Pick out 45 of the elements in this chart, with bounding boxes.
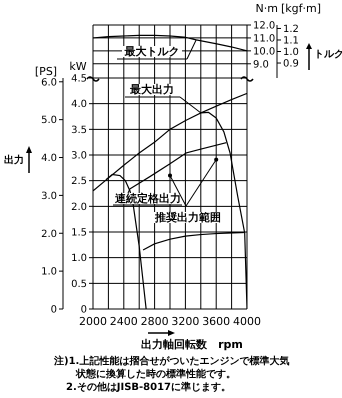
y2-axis-title: [kgf·m] — [281, 2, 322, 15]
y-tick-label: 11.0 — [253, 33, 276, 44]
y-tick-label: 1.0 — [71, 253, 87, 264]
legend-label: 最大トルク — [124, 45, 180, 58]
x-axis-title: 出力軸回転数 rpm — [141, 338, 243, 351]
y-tick-label: 3.5 — [71, 124, 87, 136]
text: 出力 — [4, 154, 24, 166]
y2-tick-label: 5.0 — [41, 115, 57, 126]
text: 状態に換算した時の標準性能です。 — [75, 368, 236, 380]
series-label: 連続定格出力 — [114, 192, 181, 205]
text: 最大出力 — [129, 83, 174, 96]
y2-tick-label: 1.1 — [283, 36, 299, 47]
y2-tick-label: 1.0 — [41, 266, 57, 278]
y2-tick-label: 4.0 — [41, 153, 57, 164]
y2-tick-label: 6.0 — [41, 77, 57, 88]
y-tick-label: 10.0 — [253, 46, 276, 58]
x-tick-label: 2400 — [110, 314, 138, 328]
text: 2.その他はJISB-8017に準じます。 — [66, 381, 232, 393]
y-tick-label: 3.0 — [71, 150, 87, 162]
y-axis-title: kW — [69, 60, 87, 73]
y2-tick-label: 3.0 — [41, 190, 57, 202]
y-tick-label: 9.0 — [253, 59, 269, 70]
text: 注)1.上記性能は摺合せがついたエンジンで標準大気 — [53, 355, 290, 367]
y-tick-label: 2.5 — [71, 176, 87, 188]
y2-tick-label: 0.9 — [283, 58, 299, 70]
y2-axis-title: [PS] — [34, 65, 58, 78]
y-axis-title: N·m — [256, 2, 278, 15]
text: トルク — [314, 49, 342, 60]
y-tick-label: 4.5 — [71, 74, 87, 85]
y-tick-label: 2.0 — [71, 202, 87, 213]
y2-tick-label: 1.2 — [283, 24, 299, 36]
x-tick-label: 2000 — [79, 314, 107, 328]
y-tick-label: 12.0 — [253, 20, 276, 32]
x-tick-label: 3600 — [202, 314, 230, 328]
y-tick-label: 0.5 — [71, 278, 87, 290]
x-tick-label: 4000 — [233, 314, 261, 328]
x-tick-label: 2800 — [140, 314, 169, 328]
y-tick-label: 1.5 — [71, 228, 87, 239]
y2-tick-label: 1.0 — [283, 47, 299, 58]
y-tick-label: 4.0 — [71, 99, 87, 110]
y2-tick-label: 0 — [50, 304, 57, 316]
y2-tick-label: 2.0 — [41, 228, 57, 240]
x-tick-label: 3200 — [171, 314, 200, 328]
text: 推奨出力範囲 — [154, 211, 221, 224]
y-tick-label: 0 — [80, 304, 87, 316]
